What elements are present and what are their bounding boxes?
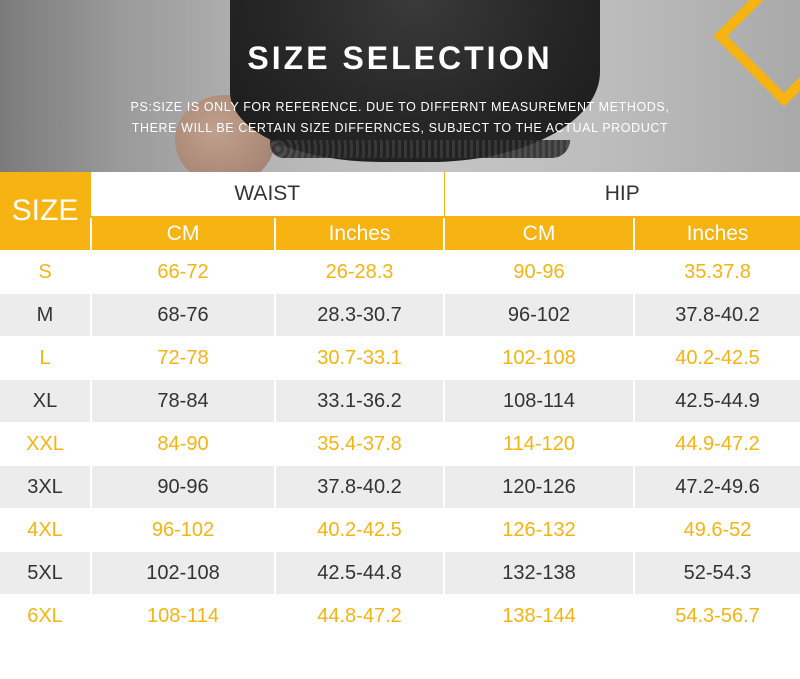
size-cell: 5XL bbox=[0, 551, 91, 595]
hip-cm-cell: 120-126 bbox=[443, 465, 634, 509]
table-row: L 72-78 30.7-33.1 102-108 40.2-42.5 bbox=[0, 336, 800, 380]
hip-inches-cell: 44.9-47.2 bbox=[632, 422, 800, 466]
hip-inches-cell: 35.37.8 bbox=[632, 250, 800, 294]
hip-cm-cell: 138-144 bbox=[443, 594, 634, 637]
size-cell: XXL bbox=[0, 422, 91, 466]
waist-group-header: WAIST bbox=[91, 172, 445, 218]
hip-cm-cell: 126-132 bbox=[443, 508, 634, 552]
table-row: 5XL 102-108 42.5-44.8 132-138 52-54.3 bbox=[0, 551, 800, 595]
size-cell: XL bbox=[0, 379, 91, 423]
hip-inches-cell: 40.2-42.5 bbox=[632, 336, 800, 380]
hip-inches-cell: 49.6-52 bbox=[632, 508, 800, 552]
hip-cm-cell: 96-102 bbox=[443, 293, 634, 337]
size-cell: M bbox=[0, 293, 91, 337]
garment-graphic bbox=[230, 0, 600, 162]
size-chart-table: SIZE WAIST HIP CM Inches CM Inches S 66-7… bbox=[0, 172, 800, 637]
waist-cm-cell: 72-78 bbox=[90, 336, 275, 380]
waist-cm-cell: 68-76 bbox=[90, 293, 275, 337]
waist-inches-cell: 33.1-36.2 bbox=[274, 379, 444, 423]
waist-inches-header: Inches bbox=[274, 217, 444, 251]
waist-inches-cell: 44.8-47.2 bbox=[274, 594, 444, 637]
hip-inches-cell: 37.8-40.2 bbox=[632, 293, 800, 337]
hip-inches-header: Inches bbox=[632, 217, 800, 251]
waist-cm-header: CM bbox=[90, 217, 275, 251]
hip-cm-header: CM bbox=[443, 217, 634, 251]
waist-inches-cell: 42.5-44.8 bbox=[274, 551, 444, 595]
hip-inches-cell: 54.3-56.7 bbox=[632, 594, 800, 637]
waist-cm-cell: 90-96 bbox=[90, 465, 275, 509]
banner: SIZE SELECTION PS:SIZE IS ONLY FOR REFER… bbox=[0, 0, 800, 172]
hip-inches-cell: 42.5-44.9 bbox=[632, 379, 800, 423]
size-rows: S 66-72 26-28.3 90-96 35.37.8 M 68-76 28.3-30.7… bbox=[0, 250, 800, 637]
waist-inches-cell: 26-28.3 bbox=[274, 250, 444, 294]
size-note-line-2: THERE WILL BE CERTAIN SIZE DIFFERNCES, S… bbox=[131, 121, 669, 135]
waist-cm-cell: 102-108 bbox=[90, 551, 275, 595]
hip-cm-cell: 114-120 bbox=[443, 422, 634, 466]
hip-cm-cell: 132-138 bbox=[443, 551, 634, 595]
waist-inches-cell: 30.7-33.1 bbox=[274, 336, 444, 380]
size-cell: 4XL bbox=[0, 508, 91, 552]
waist-cm-cell: 96-102 bbox=[90, 508, 275, 552]
table-row: XXL 84-90 35.4-37.8 114-120 44.9-47.2 bbox=[0, 422, 800, 466]
waist-inches-cell: 40.2-42.5 bbox=[274, 508, 444, 552]
waist-cm-cell: 78-84 bbox=[90, 379, 275, 423]
size-cell: 6XL bbox=[0, 594, 91, 637]
hip-cm-cell: 90-96 bbox=[443, 250, 634, 294]
lace-trim-graphic bbox=[270, 140, 570, 158]
banner-title: SIZE SELECTION bbox=[247, 40, 553, 76]
waist-inches-cell: 37.8-40.2 bbox=[274, 465, 444, 509]
hip-inches-cell: 47.2-49.6 bbox=[632, 465, 800, 509]
size-note-line-1: PS:SIZE IS ONLY FOR REFERENCE. DUE TO DI… bbox=[130, 100, 670, 114]
table-row: M 68-76 28.3-30.7 96-102 37.8-40.2 bbox=[0, 293, 800, 337]
hip-cm-cell: 102-108 bbox=[443, 336, 634, 380]
table-row: 4XL 96-102 40.2-42.5 126-132 49.6-52 bbox=[0, 508, 800, 552]
waist-cm-cell: 108-114 bbox=[90, 594, 275, 637]
size-column-header: SIZE bbox=[0, 172, 91, 251]
hip-group-header: HIP bbox=[444, 172, 800, 218]
waist-cm-cell: 66-72 bbox=[90, 250, 275, 294]
table-row: 6XL 108-114 44.8-47.2 138-144 54.3-56.7 bbox=[0, 594, 800, 637]
size-cell: L bbox=[0, 336, 91, 380]
hip-cm-cell: 108-114 bbox=[443, 379, 634, 423]
table-row: S 66-72 26-28.3 90-96 35.37.8 bbox=[0, 250, 800, 294]
table-row: XL 78-84 33.1-36.2 108-114 42.5-44.9 bbox=[0, 379, 800, 423]
hip-inches-cell: 52-54.3 bbox=[632, 551, 800, 595]
waist-cm-cell: 84-90 bbox=[90, 422, 275, 466]
waist-inches-cell: 28.3-30.7 bbox=[274, 293, 444, 337]
table-row: 3XL 90-96 37.8-40.2 120-126 47.2-49.6 bbox=[0, 465, 800, 509]
waist-inches-cell: 35.4-37.8 bbox=[274, 422, 444, 466]
size-cell: 3XL bbox=[0, 465, 91, 509]
size-cell: S bbox=[0, 250, 91, 294]
